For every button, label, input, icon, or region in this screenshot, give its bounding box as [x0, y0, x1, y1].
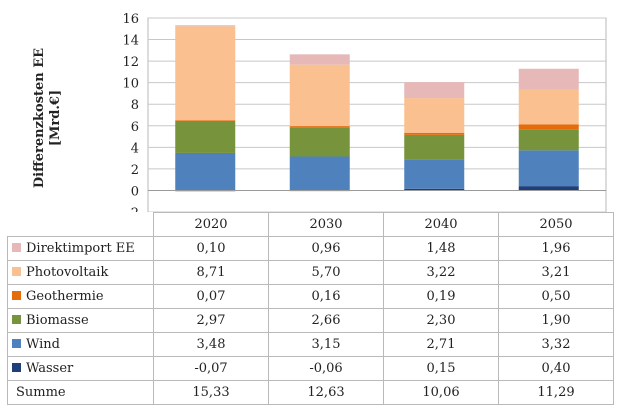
- y-tick-label: 16: [122, 12, 139, 27]
- legend-swatch-wasser: [12, 363, 21, 372]
- table-cell: 10,06: [383, 380, 499, 405]
- table-cell: 0,10: [153, 236, 269, 261]
- bar-segment-wind-2020: [175, 152, 236, 191]
- y-axis-title-line-2: [Mrd.€]: [48, 89, 63, 147]
- table-cell: 8,71: [153, 260, 269, 285]
- year-header-2040: 2040: [383, 212, 499, 237]
- table-corner: [7, 212, 154, 237]
- y-tick-label: 4: [131, 141, 139, 156]
- legend-label-wind: Wind: [26, 337, 60, 352]
- y-axis-title: Differenzkosten EE [Mrd.€]: [0, 0, 150, 210]
- bar-segment-direktimport-ee-2030: [289, 54, 350, 65]
- legend-swatch-photovoltaik: [12, 267, 21, 276]
- legend-label-biomasse: Biomasse: [26, 313, 89, 328]
- table-cell: 1,96: [498, 236, 614, 261]
- y-tick-label: 2: [131, 163, 139, 178]
- legend-swatch-geothermie: [12, 291, 21, 300]
- table-cell: 0,50: [498, 284, 614, 309]
- y-tick-label: 14: [122, 34, 139, 49]
- table-cell: 12,63: [268, 380, 384, 405]
- bar-segment-photovoltaik-2040: [404, 98, 465, 133]
- bar-segment-biomasse-2040: [404, 134, 465, 160]
- table-cell: 0,16: [268, 284, 384, 309]
- legend-label-photovoltaik: Photovoltaik: [26, 265, 109, 280]
- table-row-geothermie: Geothermie 0,07 0,16 0,19 0,50: [7, 284, 614, 309]
- bar-segment-geothermie-2020: [175, 120, 236, 121]
- table-cell: 3,32: [498, 332, 614, 357]
- bar-segment-geothermie-2030: [289, 126, 350, 128]
- table-cell: -0,07: [153, 356, 269, 381]
- bar-segment-direktimport-ee-2050: [518, 68, 579, 90]
- y-axis-title-line-1: Differenzkosten EE: [32, 47, 47, 189]
- table-cell: 3,48: [153, 332, 269, 357]
- table-cell: 2,66: [268, 308, 384, 333]
- table-cell: 0,07: [153, 284, 269, 309]
- table-cell: 1,90: [498, 308, 614, 333]
- table-row-biomasse: Biomasse 2,97 2,66 2,30 1,90: [7, 308, 614, 333]
- y-tick-label: 12: [122, 55, 139, 70]
- year-header-2050: 2050: [498, 212, 614, 237]
- data-table: 2020 2030 2040 2050 Direktimport EE 0,10…: [7, 212, 614, 405]
- bar-segment-biomasse-2050: [518, 129, 579, 151]
- bar-segment-wasser-2040: [404, 188, 465, 191]
- table-cell: 2,30: [383, 308, 499, 333]
- bar-segment-photovoltaik-2020: [175, 26, 236, 121]
- table-row-direktimport: Direktimport EE 0,10 0,96 1,48 1,96: [7, 236, 614, 261]
- legend-swatch-direktimport: [12, 243, 21, 252]
- legend-swatch-wind: [12, 339, 21, 348]
- bar-segment-wasser-2050: [518, 186, 579, 191]
- table-cell: 3,15: [268, 332, 384, 357]
- table-cell: 3,22: [383, 260, 499, 285]
- y-tick-label: 10: [122, 77, 139, 92]
- summe-label: Summe: [16, 385, 66, 400]
- table-cell: 2,71: [383, 332, 499, 357]
- table-cell: 11,29: [498, 380, 614, 405]
- legend-label-direktimport: Direktimport EE: [26, 241, 135, 256]
- table-cell: 5,70: [268, 260, 384, 285]
- bar-segment-wind-2050: [518, 150, 579, 187]
- table-cell: 0,15: [383, 356, 499, 381]
- legend-swatch-biomasse: [12, 315, 21, 324]
- legend-label-geothermie: Geothermie: [26, 289, 104, 304]
- bar-segment-photovoltaik-2050: [518, 89, 579, 125]
- bar-segment-biomasse-2030: [289, 127, 350, 157]
- bar-segment-wind-2030: [289, 156, 350, 191]
- stacked-bar-chart: -2 0 2 4 6 8 10 12 14 16: [122, 12, 607, 212]
- table-cell: 1,48: [383, 236, 499, 261]
- y-tick-label: -2: [126, 206, 139, 212]
- table-cell: 0,19: [383, 284, 499, 309]
- y-tick-label: 6: [131, 120, 139, 135]
- table-row-wind: Wind 3,48 3,15 2,71 3,32: [7, 332, 614, 357]
- table-cell: -0,06: [268, 356, 384, 381]
- bar-segment-biomasse-2020: [175, 120, 236, 153]
- year-header-2020: 2020: [153, 212, 269, 237]
- table-cell: 15,33: [153, 380, 269, 405]
- table-cell: 0,96: [268, 236, 384, 261]
- year-header-2030: 2030: [268, 212, 384, 237]
- bar-segment-wind-2040: [404, 159, 465, 189]
- bar-segment-geothermie-2040: [404, 132, 465, 135]
- table-row-photovoltaik: Photovoltaik 8,71 5,70 3,22 3,21: [7, 260, 614, 285]
- y-tick-label: 0: [131, 184, 139, 199]
- table-header-row: 2020 2030 2040 2050: [7, 212, 614, 237]
- table-cell: 2,97: [153, 308, 269, 333]
- bar-segment-photovoltaik-2030: [289, 64, 350, 127]
- y-tick-label: 8: [131, 98, 139, 113]
- table-row-summe: Summe 15,33 12,63 10,06 11,29: [7, 380, 614, 405]
- bar-segment-direktimport-ee-2040: [404, 82, 465, 99]
- table-cell: 3,21: [498, 260, 614, 285]
- bar-segment-geothermie-2050: [518, 124, 579, 130]
- table-row-wasser: Wasser -0,07 -0,06 0,15 0,40: [7, 356, 614, 381]
- legend-label-wasser: Wasser: [26, 361, 74, 376]
- table-cell: 0,40: [498, 356, 614, 381]
- bar-segment-direktimport-ee-2020: [175, 25, 236, 27]
